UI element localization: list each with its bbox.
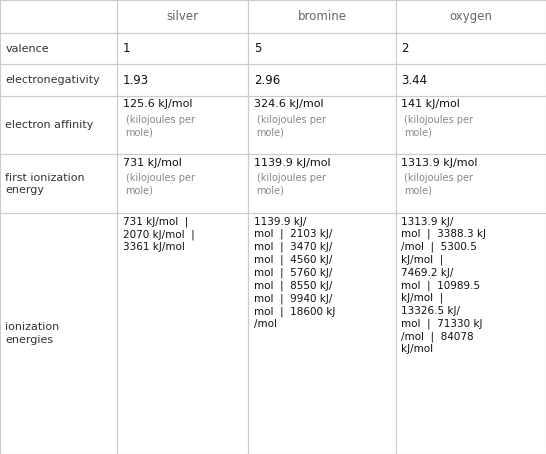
Text: 1313.9 kJ/mol: 1313.9 kJ/mol: [401, 158, 478, 168]
Text: 3.44: 3.44: [401, 74, 428, 87]
Text: 141 kJ/mol: 141 kJ/mol: [401, 99, 460, 109]
Text: 324.6 kJ/mol: 324.6 kJ/mol: [254, 99, 324, 109]
Text: 2: 2: [401, 42, 409, 55]
Text: 1139.9 kJ/mol: 1139.9 kJ/mol: [254, 158, 330, 168]
Text: electronegativity: electronegativity: [5, 75, 100, 85]
Text: 731 kJ/mol: 731 kJ/mol: [123, 158, 182, 168]
Text: (kilojoules per
mole): (kilojoules per mole): [404, 173, 473, 195]
Text: ionization
energies: ionization energies: [5, 322, 60, 345]
Text: 1.93: 1.93: [123, 74, 149, 87]
Text: (kilojoules per
mole): (kilojoules per mole): [126, 115, 194, 137]
Text: oxygen: oxygen: [449, 10, 492, 23]
Text: 2.96: 2.96: [254, 74, 280, 87]
Text: (kilojoules per
mole): (kilojoules per mole): [257, 115, 325, 137]
Text: 1313.9 kJ/
mol  |  3388.3 kJ
/mol  |  5300.5
kJ/mol  |
7469.2 kJ/
mol  |  10989.: 1313.9 kJ/ mol | 3388.3 kJ /mol | 5300.5…: [401, 217, 486, 354]
Text: silver: silver: [167, 10, 199, 23]
Text: 731 kJ/mol  |
2070 kJ/mol  |
3361 kJ/mol: 731 kJ/mol | 2070 kJ/mol | 3361 kJ/mol: [123, 217, 194, 252]
Text: 5: 5: [254, 42, 262, 55]
Text: 1139.9 kJ/
mol  |  2103 kJ/
mol  |  3470 kJ/
mol  |  4560 kJ/
mol  |  5760 kJ/
m: 1139.9 kJ/ mol | 2103 kJ/ mol | 3470 kJ/…: [254, 217, 335, 329]
Text: valence: valence: [5, 44, 49, 54]
Text: bromine: bromine: [298, 10, 347, 23]
Text: electron affinity: electron affinity: [5, 120, 94, 130]
Text: first ionization
energy: first ionization energy: [5, 173, 85, 195]
Text: (kilojoules per
mole): (kilojoules per mole): [404, 115, 473, 137]
Text: (kilojoules per
mole): (kilojoules per mole): [257, 173, 325, 195]
Text: (kilojoules per
mole): (kilojoules per mole): [126, 173, 194, 195]
Text: 125.6 kJ/mol: 125.6 kJ/mol: [123, 99, 192, 109]
Text: 1: 1: [123, 42, 130, 55]
